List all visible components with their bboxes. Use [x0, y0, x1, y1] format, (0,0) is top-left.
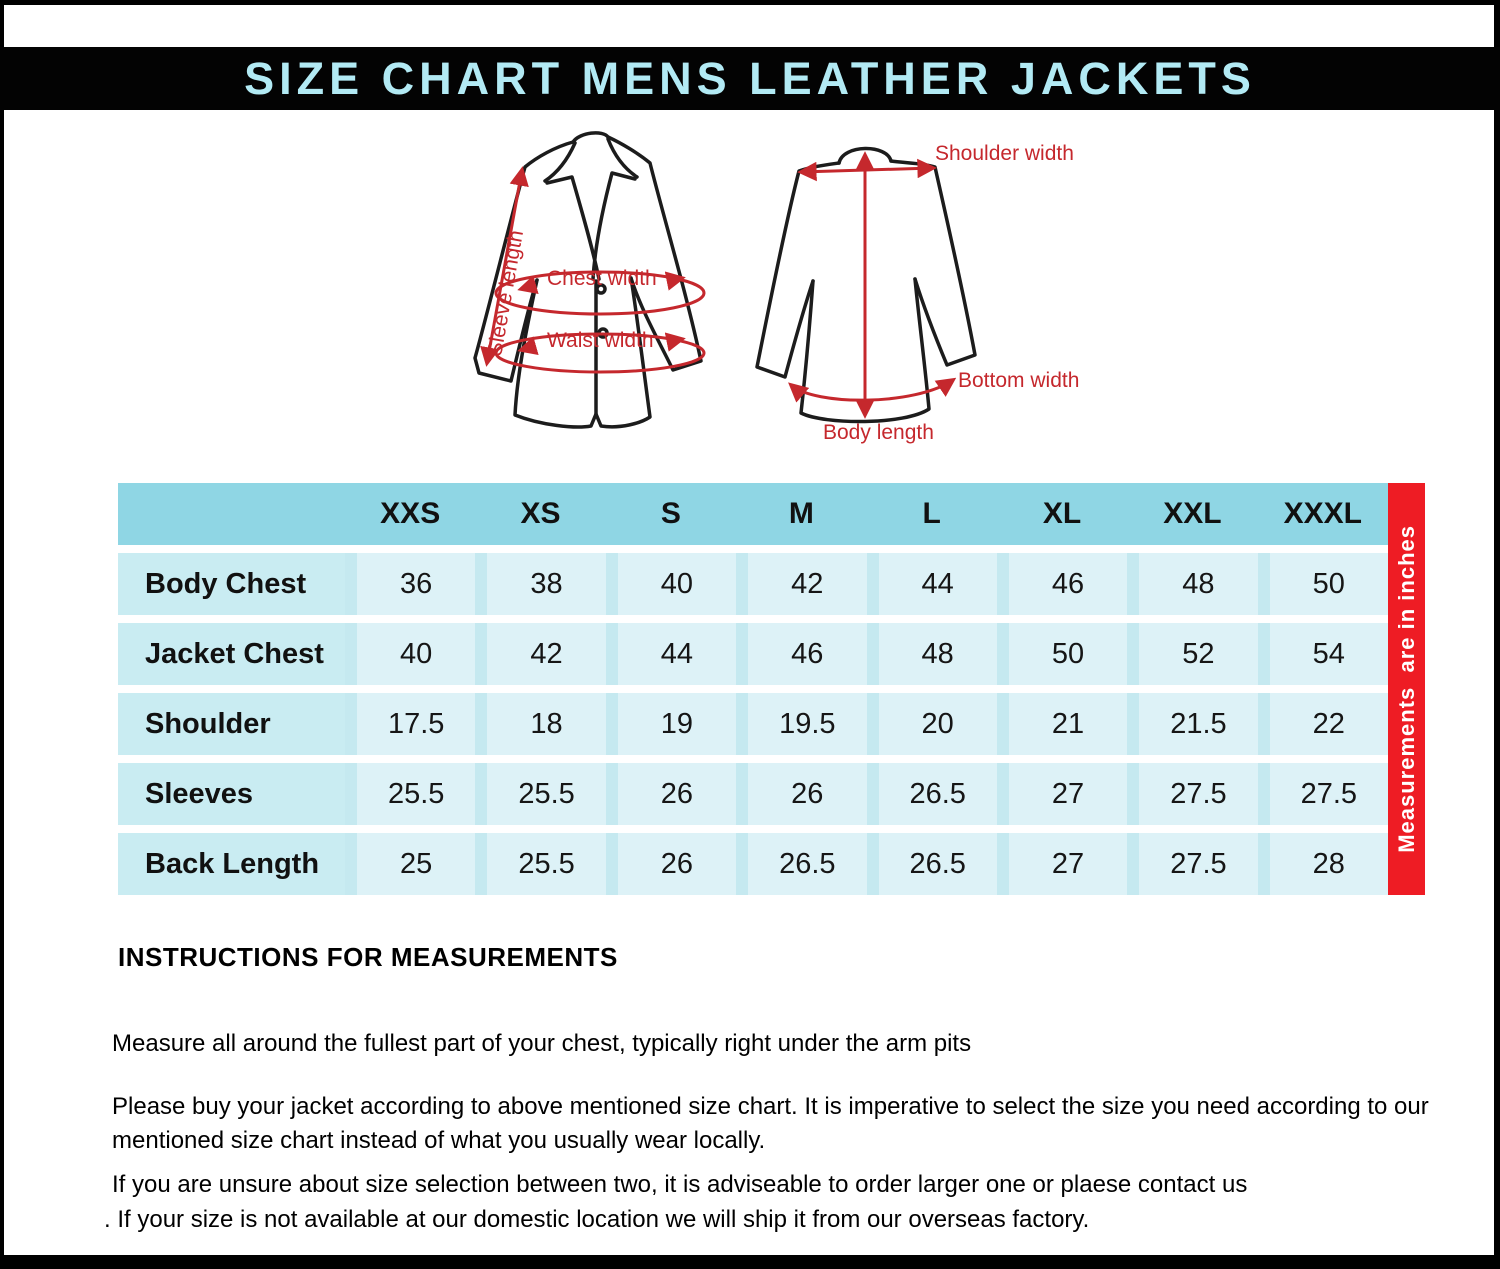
table-cell: 44 — [866, 553, 997, 615]
shoulder-width-label: Shoulder width — [935, 142, 1074, 165]
row-label: Sleeves — [118, 763, 345, 825]
jacket-measurement-diagram: Sleeve length Chest width Waist width Sh… — [473, 131, 1079, 444]
table-cell: 26 — [605, 833, 737, 895]
right-border — [1494, 0, 1500, 1269]
table-cell: 50 — [1257, 553, 1388, 615]
table-row-body-chest: Body Chest 36 38 40 42 44 46 48 50 — [118, 553, 1388, 615]
table-cell: 25 — [345, 833, 476, 895]
page-title: SIZE CHART MENS LEATHER JACKETS — [244, 52, 1256, 104]
instructions-paragraph-1: Measure all around the fullest part of y… — [112, 1030, 972, 1057]
table-cell: 38 — [475, 553, 606, 615]
table-row-sleeves: Sleeves 25.5 25.5 26 26 26.5 27 27.5 27.… — [118, 763, 1388, 825]
instructions-heading: INSTRUCTIONS FOR MEASUREMENTS — [118, 942, 618, 972]
table-cell: 26 — [736, 763, 867, 825]
units-side-bar: Measurements are in inches — [1388, 483, 1425, 895]
table-cell: 25.5 — [475, 763, 606, 825]
instructions-paragraph-4: . If your size is not available at our d… — [104, 1206, 1090, 1233]
table-cell: 27.5 — [1257, 763, 1388, 825]
column-header-xl: XL — [1042, 497, 1082, 530]
table-cell: 27 — [996, 833, 1128, 895]
top-border — [0, 0, 1500, 5]
table-cell: 21 — [996, 693, 1128, 755]
row-label: Shoulder — [118, 693, 345, 755]
title-bar: SIZE CHART MENS LEATHER JACKETS — [0, 47, 1500, 110]
table-cell: 21.5 — [1127, 693, 1258, 755]
table-cell: 18 — [475, 693, 606, 755]
table-cell: 20 — [866, 693, 997, 755]
units-note: Measurements are in inches — [1393, 525, 1419, 853]
table-cell: 46 — [736, 623, 867, 685]
table-cell: 22 — [1257, 693, 1388, 755]
table-cell: 17.5 — [345, 693, 476, 755]
table-cell: 26 — [605, 763, 737, 825]
column-header-xxxl: XXXL — [1283, 497, 1362, 530]
column-header-l: L — [922, 497, 941, 530]
body-length-label: Body length — [823, 421, 934, 444]
table-cell: 26.5 — [736, 833, 867, 895]
table-cell: 36 — [345, 553, 476, 615]
instructions-paragraph-3: If you are unsure about size selection b… — [112, 1171, 1248, 1198]
bottom-width-label: Bottom width — [958, 369, 1079, 392]
table-cell: 54 — [1257, 623, 1388, 685]
row-label: Back Length — [118, 833, 345, 895]
waist-width-label: Waist width — [547, 329, 654, 352]
table-cell: 44 — [605, 623, 737, 685]
table-cell: 25.5 — [345, 763, 476, 825]
bottom-border — [0, 1255, 1500, 1269]
size-table: XXS XS S M L XL XXL XXXL Body Chest 36 3… — [118, 483, 1388, 895]
table-row-jacket-chest: Jacket Chest 40 42 44 46 48 50 52 54 — [118, 623, 1388, 685]
table-cell: 27 — [996, 763, 1128, 825]
column-header-m: M — [788, 497, 814, 530]
size-table-header-row: XXS XS S M L XL XXL XXXL — [118, 483, 1388, 545]
instructions-paragraph-2: Please buy your jacket according to abov… — [112, 1093, 1429, 1154]
table-row-shoulder: Shoulder 17.5 18 19 19.5 20 21 21.5 22 — [118, 693, 1388, 755]
table-cell: 26.5 — [866, 763, 997, 825]
table-cell: 27.5 — [1127, 833, 1258, 895]
table-cell: 42 — [475, 623, 606, 685]
chest-width-label: Chest width — [547, 267, 657, 290]
front-jacket-annotations — [480, 166, 706, 374]
table-cell: 50 — [996, 623, 1128, 685]
left-border — [0, 0, 4, 1269]
table-row-back-length: Back Length 25 25.5 26 26.5 26.5 27 27.5… — [118, 833, 1388, 895]
column-header-xxs: XXS — [380, 497, 441, 530]
table-cell: 27.5 — [1127, 763, 1258, 825]
table-cell: 19 — [605, 693, 737, 755]
column-header-xxl: XXL — [1163, 497, 1222, 530]
table-cell: 26.5 — [866, 833, 997, 895]
column-header-s: S — [660, 497, 681, 530]
back-jacket-annotations — [788, 151, 957, 419]
table-cell: 40 — [605, 553, 737, 615]
table-cell: 52 — [1127, 623, 1258, 685]
row-label: Jacket Chest — [118, 623, 345, 685]
table-cell: 25.5 — [475, 833, 606, 895]
size-table-corner-cell — [118, 483, 345, 545]
column-header-xs: XS — [520, 497, 561, 530]
row-label: Body Chest — [118, 553, 345, 615]
table-cell: 48 — [1127, 553, 1258, 615]
table-cell: 40 — [345, 623, 476, 685]
table-cell: 48 — [866, 623, 997, 685]
table-cell: 19.5 — [736, 693, 867, 755]
table-cell: 46 — [996, 553, 1128, 615]
table-cell: 42 — [736, 553, 867, 615]
table-cell: 28 — [1257, 833, 1388, 895]
